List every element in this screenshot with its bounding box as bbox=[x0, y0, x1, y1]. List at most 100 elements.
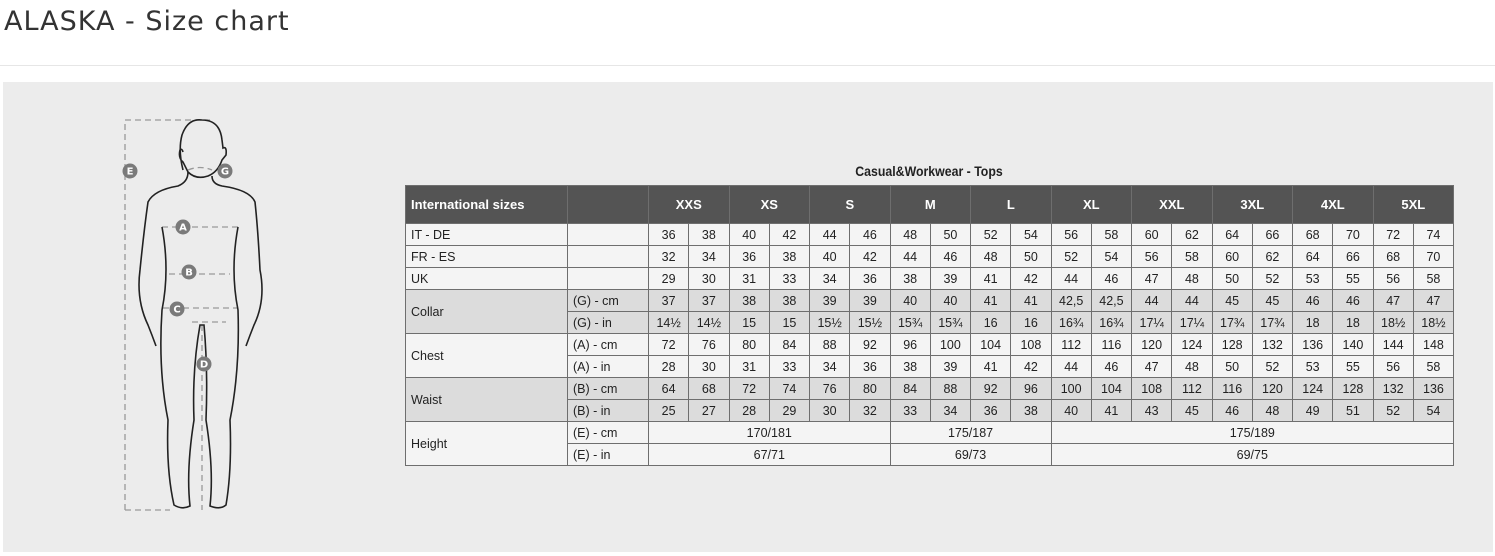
svg-text:B: B bbox=[185, 268, 193, 279]
size-cell: 29 bbox=[647, 267, 690, 290]
size-cell: 84 bbox=[889, 377, 931, 400]
size-cell: 52 bbox=[1372, 399, 1414, 422]
size-cell: 51 bbox=[1332, 399, 1374, 422]
size-cell: 54 bbox=[1010, 223, 1052, 246]
row-label: UK bbox=[405, 267, 568, 290]
size-cell: 38 bbox=[1010, 399, 1052, 422]
table-row: FR - ES 32 34 36 38 40 42 44 46 48 50 52 54 56 58 60 62 6… bbox=[405, 245, 1455, 268]
size-cell: 96 bbox=[889, 333, 931, 356]
table-title: Casual&Workwear - Tops bbox=[855, 163, 1003, 179]
svg-text:E: E bbox=[127, 167, 134, 178]
divider bbox=[0, 65, 1495, 66]
row-label: Height bbox=[405, 421, 568, 466]
marker-c: C bbox=[169, 301, 185, 317]
size-cell: 30 bbox=[809, 399, 851, 422]
size-cell: 124 bbox=[1292, 377, 1334, 400]
size-cell: 47 bbox=[1131, 355, 1173, 378]
size-cell: 28 bbox=[647, 355, 690, 378]
header-unit bbox=[567, 185, 649, 224]
size-cell: 50 bbox=[1010, 245, 1052, 268]
size-cell: 52 bbox=[1251, 267, 1294, 290]
size-cell: 48 bbox=[1171, 355, 1213, 378]
header-size: S bbox=[809, 185, 891, 224]
size-cell: 16 bbox=[970, 311, 1012, 334]
size-cell: 17¼ bbox=[1171, 311, 1213, 334]
size-cell: 41 bbox=[970, 289, 1012, 312]
size-cell: 128 bbox=[1332, 377, 1374, 400]
size-cell: 36 bbox=[849, 267, 891, 290]
size-chart-table: International sizes XXS XS S M L XL XXL 3XL 4XL 5X… bbox=[405, 185, 1455, 466]
size-cell: 64 bbox=[647, 377, 690, 400]
size-cell: 52 bbox=[1251, 355, 1294, 378]
size-cell: 52 bbox=[1050, 245, 1092, 268]
row-label: Chest bbox=[405, 333, 568, 378]
marker-a: A bbox=[175, 219, 191, 235]
size-cell: 53 bbox=[1292, 355, 1334, 378]
size-cell: 92 bbox=[970, 377, 1012, 400]
size-cell: 46 bbox=[1332, 289, 1374, 312]
size-cell: 32 bbox=[849, 399, 891, 422]
row-unit: (A) - cm bbox=[567, 333, 649, 356]
size-cell: 39 bbox=[849, 289, 891, 312]
size-cell: 48 bbox=[1171, 267, 1213, 290]
header-size: XXS bbox=[648, 185, 730, 224]
size-cell: 53 bbox=[1292, 267, 1334, 290]
size-cell: 72 bbox=[1372, 223, 1414, 246]
size-cell: 88 bbox=[929, 377, 972, 400]
size-cell: 55 bbox=[1332, 267, 1374, 290]
size-cell: 56 bbox=[1372, 355, 1414, 378]
size-cell: 72 bbox=[728, 377, 770, 400]
table-row: (B) - in 25 27 28 29 30 32 33 34 36 38 40 41 43 45 46 48… bbox=[406, 399, 1455, 422]
size-cell: 29 bbox=[768, 399, 811, 422]
size-cell: 44 bbox=[1050, 355, 1092, 378]
size-cell: 38 bbox=[889, 267, 931, 290]
size-cell: 36 bbox=[647, 223, 690, 246]
size-cell: 48 bbox=[889, 223, 931, 246]
row-label: Collar bbox=[405, 289, 568, 334]
size-cell: 80 bbox=[849, 377, 891, 400]
size-cell: 37 bbox=[647, 289, 690, 312]
size-cell: 15 bbox=[728, 311, 770, 334]
size-cell: 136 bbox=[1292, 333, 1334, 356]
size-cell: 46 bbox=[929, 245, 972, 268]
size-cell: 16¾ bbox=[1090, 311, 1133, 334]
size-cell: 15½ bbox=[809, 311, 851, 334]
size-cell: 33 bbox=[768, 267, 811, 290]
header-size: L bbox=[970, 185, 1052, 224]
size-cell: 25 bbox=[647, 399, 690, 422]
size-cell: 39 bbox=[929, 267, 972, 290]
size-cell: 70 bbox=[1412, 245, 1455, 268]
size-cell: 39 bbox=[809, 289, 851, 312]
marker-d: D bbox=[196, 356, 212, 372]
header-size: M bbox=[889, 185, 972, 224]
size-cell: 44 bbox=[889, 245, 931, 268]
size-cell: 37 bbox=[688, 289, 730, 312]
size-cell: 42 bbox=[768, 223, 811, 246]
size-cell: 68 bbox=[688, 377, 730, 400]
size-cell: 108 bbox=[1131, 377, 1173, 400]
size-cell: 66 bbox=[1332, 245, 1374, 268]
height-cell: 175/187 bbox=[889, 421, 1052, 444]
svg-text:C: C bbox=[173, 305, 180, 316]
table-row: (G) - in 14½ 14½ 15 15 15½ 15½ 15¾ 15¾ 16 16 16¾ 16¾… bbox=[406, 311, 1455, 334]
size-cell: 40 bbox=[1050, 399, 1092, 422]
size-cell: 112 bbox=[1050, 333, 1092, 356]
size-cell: 42,5 bbox=[1090, 289, 1133, 312]
size-cell: 44 bbox=[809, 223, 851, 246]
height-cell: 175/189 bbox=[1050, 421, 1455, 444]
size-cell: 56 bbox=[1131, 245, 1173, 268]
size-cell: 88 bbox=[809, 333, 851, 356]
header-size: XXL bbox=[1131, 185, 1213, 224]
size-cell: 46 bbox=[1292, 289, 1334, 312]
size-cell: 38 bbox=[768, 245, 811, 268]
size-cell: 14½ bbox=[647, 311, 690, 334]
size-cell: 18½ bbox=[1412, 311, 1455, 334]
size-cell: 38 bbox=[728, 289, 770, 312]
row-unit: (A) - in bbox=[567, 355, 649, 378]
size-cell: 41 bbox=[1090, 399, 1133, 422]
size-cell: 46 bbox=[1090, 355, 1133, 378]
size-cell: 48 bbox=[1251, 399, 1294, 422]
size-cell: 80 bbox=[728, 333, 770, 356]
size-cell: 132 bbox=[1372, 377, 1414, 400]
size-cell: 45 bbox=[1211, 289, 1253, 312]
